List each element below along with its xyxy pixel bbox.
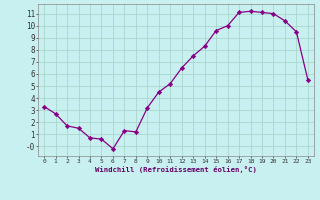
X-axis label: Windchill (Refroidissement éolien,°C): Windchill (Refroidissement éolien,°C) bbox=[95, 166, 257, 173]
